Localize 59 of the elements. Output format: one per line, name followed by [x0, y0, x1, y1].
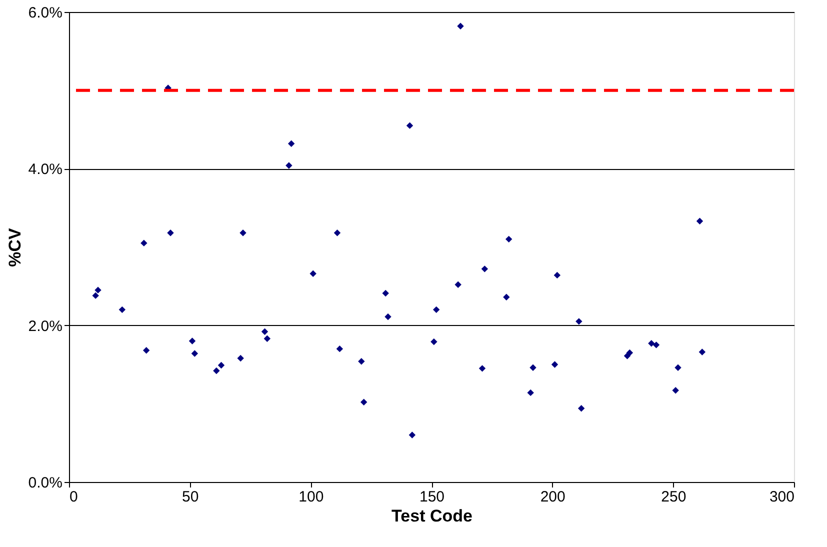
point: [261, 328, 268, 335]
x-tick-label: 250: [661, 488, 686, 506]
point: [358, 358, 365, 365]
point: [218, 362, 225, 369]
x-tick-label: 150: [419, 488, 445, 506]
point: [382, 290, 389, 297]
point: [430, 338, 438, 346]
point: [140, 240, 148, 246]
point: [672, 386, 679, 394]
point: [213, 367, 220, 374]
point: [142, 347, 150, 354]
point: [406, 122, 414, 129]
point: [432, 306, 440, 314]
point: [527, 389, 534, 396]
point: [94, 286, 102, 294]
x-axis-title: Test Code: [392, 506, 472, 526]
point: [360, 398, 368, 406]
point: [454, 281, 462, 288]
point: [505, 236, 512, 243]
x-tick-label: 200: [540, 488, 566, 506]
point: [576, 318, 582, 325]
y-tick-label: 6.0%: [28, 4, 62, 22]
point: [408, 432, 416, 438]
point: [652, 342, 660, 348]
point: [478, 365, 486, 372]
point: [554, 272, 561, 279]
y-axis-title: %CV: [5, 227, 24, 267]
y-tick-label: 2.0%: [28, 318, 62, 335]
x-tick-label: 0: [70, 488, 78, 506]
point: [457, 22, 464, 30]
point: [334, 230, 341, 236]
point: [240, 230, 246, 236]
point: [530, 364, 536, 371]
point: [286, 162, 292, 169]
point: [551, 361, 558, 368]
point: [237, 354, 244, 362]
point: [167, 230, 174, 236]
y-tick-label: 4.0%: [28, 161, 62, 178]
y-tick-label: 0.0%: [28, 474, 62, 492]
point: [674, 364, 682, 371]
point: [264, 335, 271, 342]
point: [188, 338, 196, 344]
point: [310, 270, 316, 277]
point: [118, 306, 126, 314]
x-tick-label: 300: [769, 488, 794, 506]
point: [191, 350, 198, 357]
point: [696, 218, 704, 225]
point: [698, 348, 706, 356]
point: [648, 340, 655, 347]
point: [503, 294, 510, 300]
point: [92, 292, 99, 299]
point: [578, 405, 585, 412]
x-tick-label: 50: [182, 488, 199, 506]
x-tick-label: 100: [298, 488, 324, 506]
point: [288, 140, 295, 147]
point: [336, 345, 344, 352]
point: [626, 349, 634, 356]
point: [481, 266, 488, 272]
point: [384, 313, 392, 320]
